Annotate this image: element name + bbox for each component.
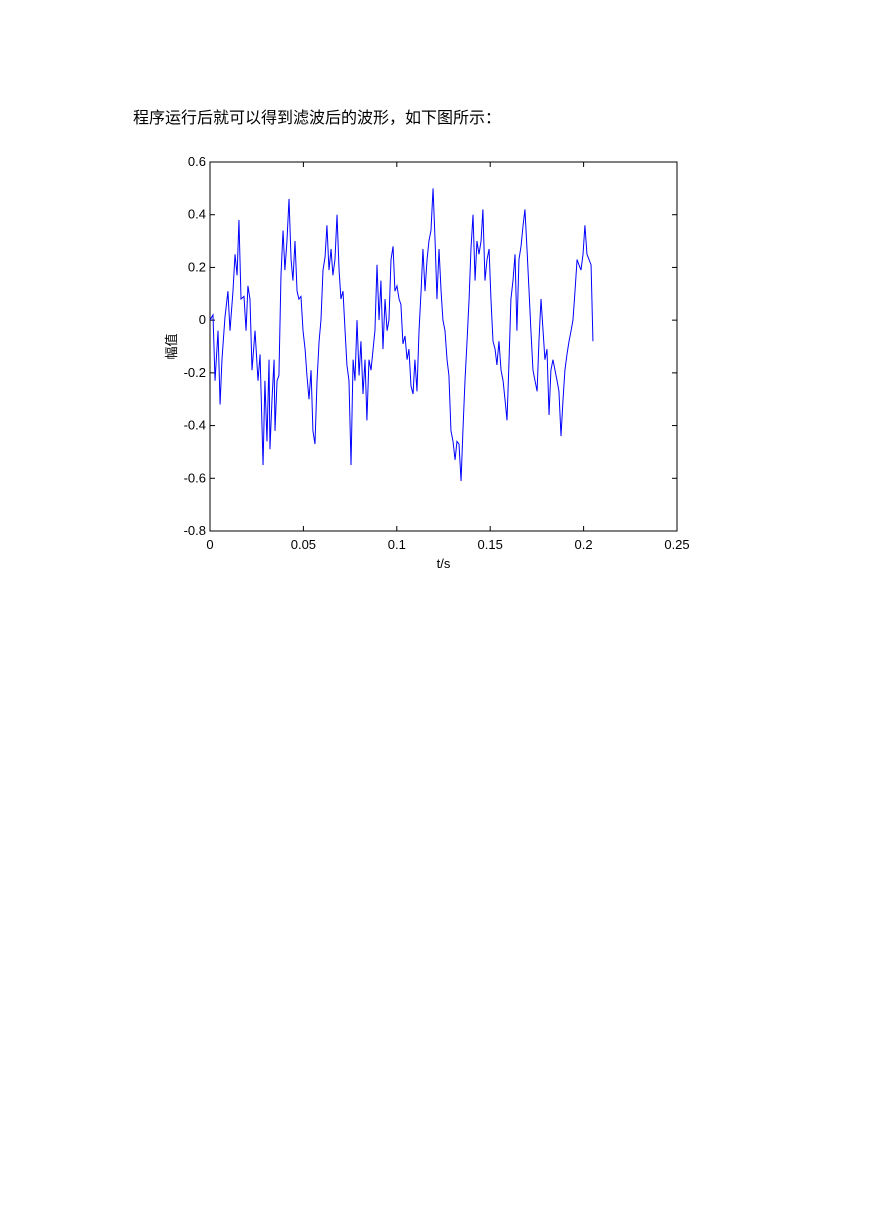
- chart: -0.8 -0.6 -0.4 -0.2 0 0.2 0.4 0.6 0 0.05 0.1 0.15 0.…: [164, 154, 690, 571]
- y-tick-label: -0.2: [184, 365, 206, 380]
- y-tick-label: 0.4: [188, 207, 206, 222]
- y-tick-label: -0.4: [184, 418, 206, 433]
- x-tick-label: 0.2: [575, 537, 593, 552]
- waveform: [209, 188, 594, 481]
- y-axis-label: 幅值: [164, 333, 179, 359]
- x-tick-label: 0.1: [388, 537, 406, 552]
- x-tick-label: 0.05: [291, 537, 316, 552]
- x-tick-label: 0.15: [478, 537, 503, 552]
- y-tick-label: 0.2: [188, 259, 206, 274]
- y-tick-label: 0.6: [188, 154, 206, 169]
- x-axis-label: t/s: [437, 556, 451, 571]
- y-tick-label: 0: [199, 312, 206, 327]
- x-tick-label: 0: [206, 537, 213, 552]
- x-tick-label: 0.25: [664, 537, 689, 552]
- paragraph: 程序运行后就可以得到滤波后的波形，如下图所示：: [133, 110, 502, 127]
- y-tick-label: -0.6: [184, 470, 206, 485]
- plot-area: [209, 161, 678, 532]
- y-tick-label: -0.8: [184, 523, 206, 538]
